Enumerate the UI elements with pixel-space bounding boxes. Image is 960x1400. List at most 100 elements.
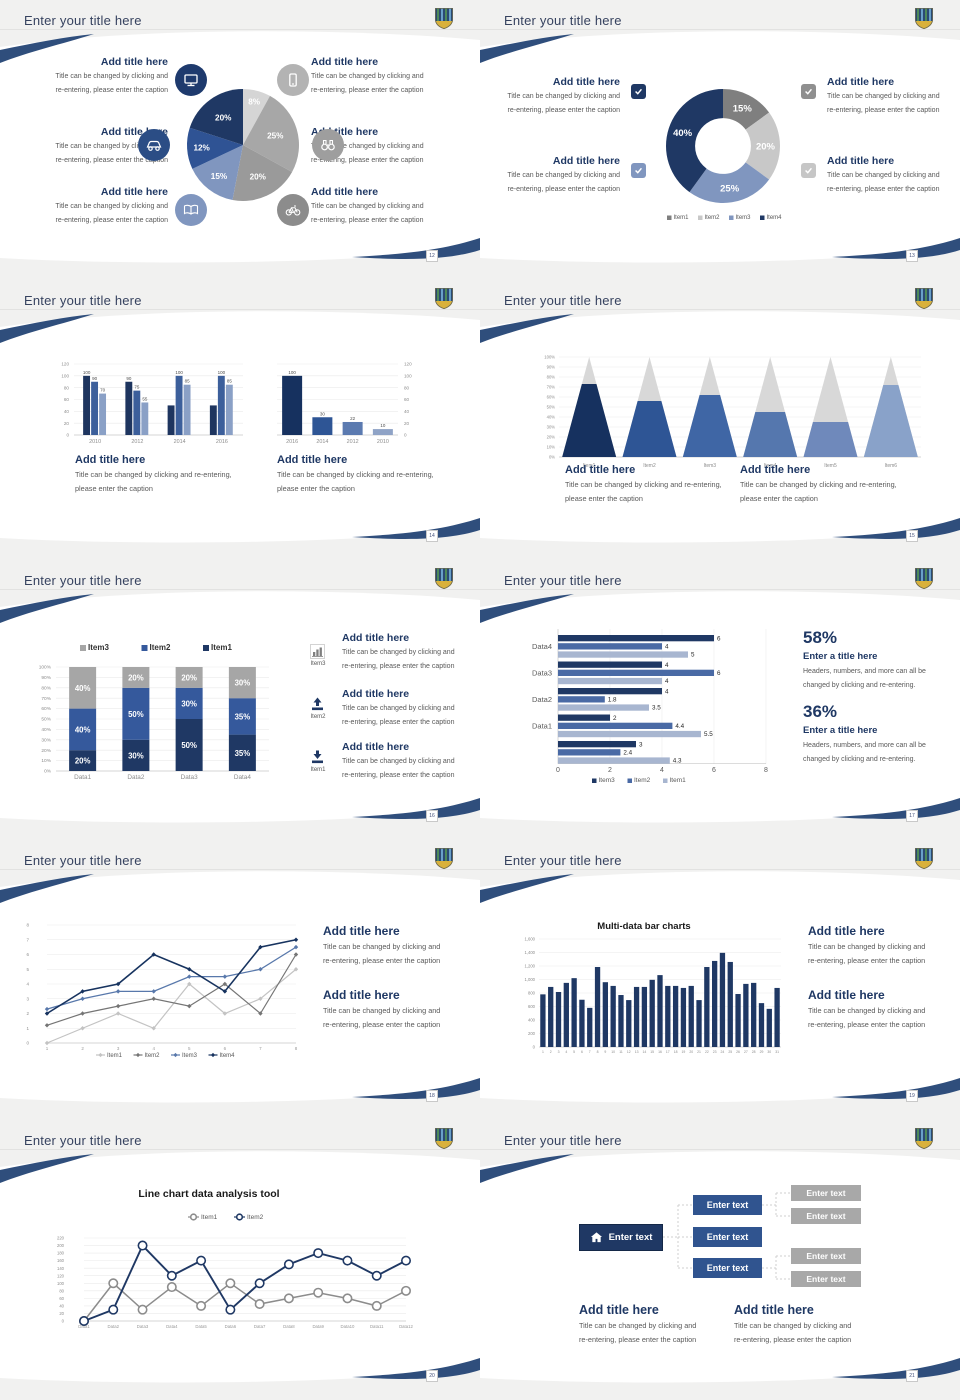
slide-19-multidata-bar-chart[interactable]: Enter your title here 0 200 400 600 800 1,000… xyxy=(480,840,960,1120)
caption-line: re-entering, please enter the caption xyxy=(323,956,441,966)
svg-text:25: 25 xyxy=(728,1050,732,1054)
svg-text:26: 26 xyxy=(736,1050,740,1054)
svg-text:40%: 40% xyxy=(41,727,51,733)
svg-text:15%: 15% xyxy=(211,172,228,181)
svg-text:40%: 40% xyxy=(673,128,693,139)
caption-line: Title can be changed by clicking and xyxy=(507,93,620,100)
svg-text:12%: 12% xyxy=(193,143,210,152)
svg-text:1: 1 xyxy=(542,1050,544,1054)
flow-branch-node[interactable]: Enter text xyxy=(693,1195,762,1215)
pie-chart: 8% 25% 20% 15% 12% 20% xyxy=(187,88,299,201)
svg-text:30%: 30% xyxy=(181,699,197,708)
caption-line: Title can be changed by clicking and xyxy=(579,1321,697,1330)
svg-text:30%: 30% xyxy=(235,679,251,688)
slide-15-cone-chart[interactable]: Enter your title here 0% 10% 20% 30% 40% 50% 6… xyxy=(480,280,960,560)
svg-text:0: 0 xyxy=(62,1319,65,1324)
svg-text:Line chart data analysis tool: Line chart data analysis tool xyxy=(138,1188,279,1200)
caption-line: Title can be changed by clicking and re-… xyxy=(565,480,722,489)
svg-text:120: 120 xyxy=(57,1273,65,1278)
text-block: Add title here Title can be changed by c… xyxy=(734,1303,884,1351)
icon-label: Item2 xyxy=(310,714,326,720)
caption-line: Title can be changed by clicking and xyxy=(808,942,926,951)
svg-text:0: 0 xyxy=(404,433,407,438)
svg-text:4: 4 xyxy=(665,662,669,669)
add-title: Add title here xyxy=(827,155,895,167)
slide-17-horizontal-bar-chart[interactable]: Enter your title here 0 2 4 6 8 6 4 5 Data4 4 6 4 Da… xyxy=(480,560,960,840)
slide-18-line-chart[interactable]: Enter your title here 0 1 2 3 4 5 6 7 8 1 2 3 4 5 6 7 8 I… xyxy=(0,840,480,1120)
svg-text:19: 19 xyxy=(682,1050,686,1054)
svg-text:4.4: 4.4 xyxy=(675,723,684,730)
monitor-icon xyxy=(175,64,207,96)
svg-text:6: 6 xyxy=(224,1046,227,1051)
slide-21-flow-diagram[interactable]: Enter your title here Enter text Enter t… xyxy=(480,1120,960,1400)
caption-line: re-entering, please enter the caption xyxy=(342,772,455,780)
svg-text:90%: 90% xyxy=(41,675,51,681)
svg-text:Data3: Data3 xyxy=(532,668,552,677)
page-number: 20 xyxy=(426,1370,438,1382)
text-block: Add title here Title can be changed by c… xyxy=(75,454,270,500)
caption-line: re-entering, please enter the caption xyxy=(55,217,168,225)
caption-line: re-entering, please enter the caption xyxy=(342,663,455,671)
caption-line: re-entering, please enter the caption xyxy=(311,157,424,165)
svg-text:100%: 100% xyxy=(39,665,52,671)
svg-text:15%: 15% xyxy=(733,103,753,114)
add-title: Add title here xyxy=(100,56,168,68)
bicycle-icon xyxy=(277,194,309,226)
svg-text:29: 29 xyxy=(760,1050,764,1054)
svg-text:200: 200 xyxy=(57,1243,65,1248)
svg-text:800: 800 xyxy=(528,991,536,996)
flow-branch-node[interactable]: Enter text xyxy=(693,1258,762,1278)
svg-text:Item1: Item1 xyxy=(201,1214,218,1221)
stat-value: 36% xyxy=(803,702,838,721)
svg-text:20: 20 xyxy=(59,1311,64,1316)
slide-16-stacked-bar-chart[interactable]: Enter your title here 0% 10% 20% 30% 40% 50% 6… xyxy=(0,560,480,840)
flow-branch-node[interactable]: Enter text xyxy=(693,1227,762,1247)
svg-text:8: 8 xyxy=(295,1046,298,1051)
svg-text:20%: 20% xyxy=(41,748,51,754)
page-number: 17 xyxy=(906,810,918,822)
upload-icon xyxy=(312,697,323,711)
home-icon xyxy=(590,1232,602,1243)
svg-text:5: 5 xyxy=(26,967,29,972)
svg-text:Item4: Item4 xyxy=(767,215,783,221)
caption-line: re-entering, please enter the caption xyxy=(342,719,455,727)
caption-line: Title can be changed by clicking and xyxy=(311,143,424,150)
svg-text:Data8: Data8 xyxy=(283,1324,295,1329)
svg-text:Data1: Data1 xyxy=(532,721,552,730)
svg-text:Data3: Data3 xyxy=(181,774,198,781)
svg-text:Data2: Data2 xyxy=(532,695,552,704)
flow-root-node[interactable]: Enter text xyxy=(579,1224,663,1251)
flow-leaf-node[interactable]: Enter text xyxy=(791,1248,861,1264)
caption-line: Title can be changed by clicking and re-… xyxy=(277,470,434,479)
svg-text:23: 23 xyxy=(713,1050,717,1054)
flow-leaf-node[interactable]: Enter text xyxy=(791,1185,861,1201)
slide-title: Enter your title here xyxy=(24,293,142,308)
slide-title: Enter your title here xyxy=(504,853,622,868)
caption-line: re-entering, please enter the caption xyxy=(827,186,940,194)
svg-text:0: 0 xyxy=(26,1041,29,1046)
page-number: 14 xyxy=(426,530,438,542)
flow-leaf-node[interactable]: Enter text xyxy=(791,1271,861,1287)
caption-line: re-entering, please enter the caption xyxy=(808,956,926,966)
svg-text:60: 60 xyxy=(404,397,410,402)
svg-text:Data11: Data11 xyxy=(370,1324,384,1329)
svg-text:30%: 30% xyxy=(547,425,556,430)
svg-text:2: 2 xyxy=(81,1046,84,1051)
slide-13-donut-chart[interactable]: Enter your title here 15% 20% 25% 40% Item1 I… xyxy=(480,0,960,280)
slide-12-pie-infographic[interactable]: Enter your title here 8% 25% 20% 15% 12% 20% … xyxy=(0,0,480,280)
svg-text:40%: 40% xyxy=(547,415,556,420)
svg-text:0: 0 xyxy=(556,767,560,774)
slide-20-line-chart-tool[interactable]: Enter your title here 0 20 40 60 80 100 120 140… xyxy=(0,1120,480,1400)
flow-leaf-node[interactable]: Enter text xyxy=(791,1208,861,1224)
svg-text:30%: 30% xyxy=(41,737,51,743)
svg-text:20: 20 xyxy=(404,421,410,426)
svg-text:8%: 8% xyxy=(248,97,261,106)
text-block: Add title here Title can be changed by c… xyxy=(323,988,473,1036)
svg-text:Item4: Item4 xyxy=(764,463,777,469)
svg-text:Data4: Data4 xyxy=(234,774,251,781)
stat-title: Enter a title here xyxy=(803,651,878,662)
text-block: Add title here Title can be changed by c… xyxy=(342,741,474,786)
caption-line: re-entering, please enter the caption xyxy=(507,186,620,194)
svg-text:200: 200 xyxy=(528,1031,536,1036)
slide-14-bar-charts[interactable]: Enter your title here 0 20 40 60 80 100 120 201… xyxy=(0,280,480,560)
